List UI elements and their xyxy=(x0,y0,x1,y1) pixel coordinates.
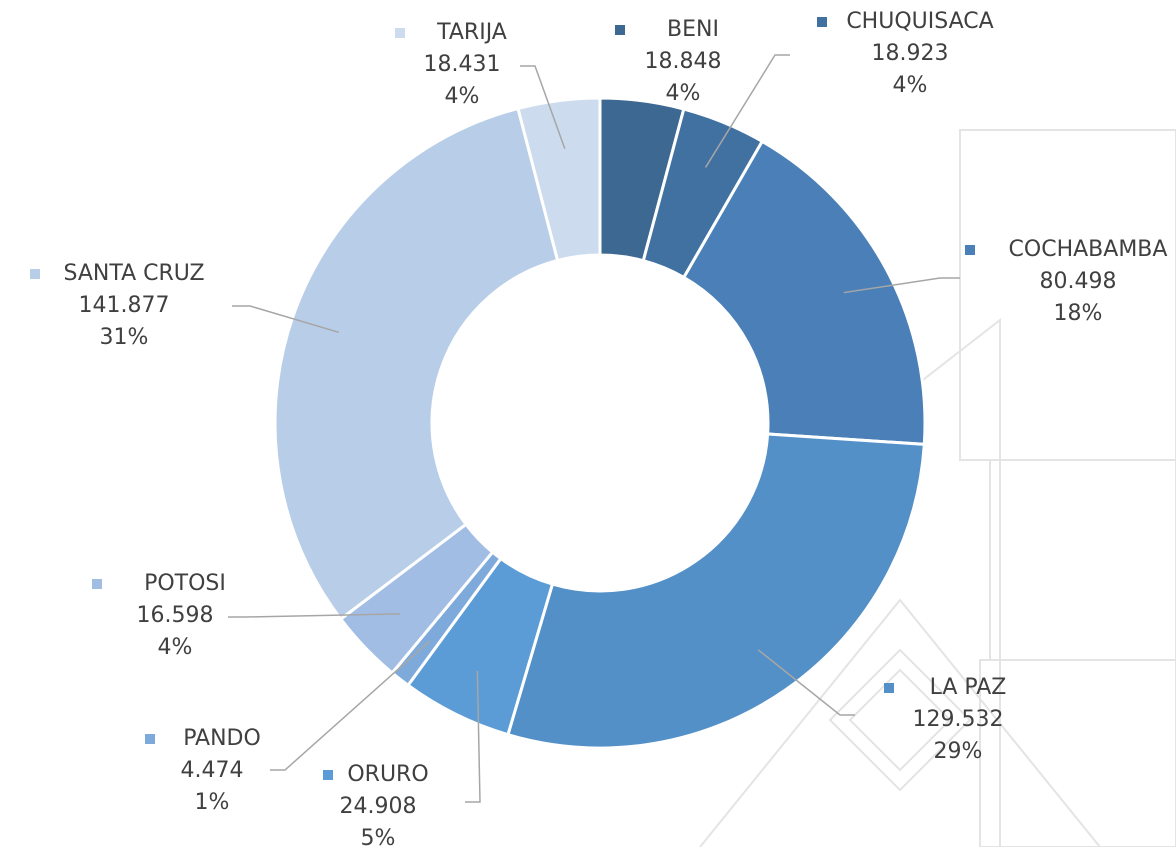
category-label: ORURO xyxy=(347,762,428,787)
value-label: 18.848 xyxy=(645,49,722,74)
value-label: 129.532 xyxy=(913,707,1004,732)
percent-label: 31% xyxy=(100,325,149,350)
percent-label: 18% xyxy=(1054,301,1103,326)
percent-label: 4% xyxy=(158,635,193,660)
percent-label: 4% xyxy=(666,81,701,106)
category-label: CHUQUISACA xyxy=(846,9,993,34)
slice xyxy=(508,434,924,748)
category-label: SANTA CRUZ xyxy=(63,261,204,286)
percent-label: 29% xyxy=(934,739,983,764)
value-label: 18.431 xyxy=(424,52,501,77)
legend-swatch xyxy=(92,579,102,589)
category-label: BENI xyxy=(667,17,719,42)
category-label: POTOSI xyxy=(144,571,226,596)
value-label: 24.908 xyxy=(340,794,417,819)
category-label: TARIJA xyxy=(436,20,507,45)
legend-swatch xyxy=(884,683,894,693)
legend-swatch xyxy=(965,245,975,255)
legend-swatch xyxy=(817,17,827,27)
chart: BENI 18.848 4% CHUQUISACA 18.923 4% COCHABAMBA… xyxy=(0,0,1176,847)
percent-label: 1% xyxy=(195,790,230,815)
percent-label: 4% xyxy=(445,84,480,109)
slices xyxy=(275,98,925,748)
legend-swatch xyxy=(30,269,40,279)
percent-label: 4% xyxy=(893,73,928,98)
value-label: 80.498 xyxy=(1040,269,1117,294)
value-label: 18.923 xyxy=(872,41,949,66)
percent-label: 5% xyxy=(361,826,396,847)
value-label: 141.877 xyxy=(79,293,170,318)
legend-swatch xyxy=(323,770,333,780)
category-label: PANDO xyxy=(183,726,261,751)
category-label: LA PAZ xyxy=(930,675,1007,700)
value-label: 16.598 xyxy=(137,603,214,628)
value-label: 4.474 xyxy=(181,758,244,783)
slice xyxy=(275,109,558,619)
legend-swatch xyxy=(145,734,155,744)
legend-swatch xyxy=(615,25,625,35)
category-label: COCHABAMBA xyxy=(1009,237,1168,262)
legend-swatch xyxy=(395,28,405,38)
